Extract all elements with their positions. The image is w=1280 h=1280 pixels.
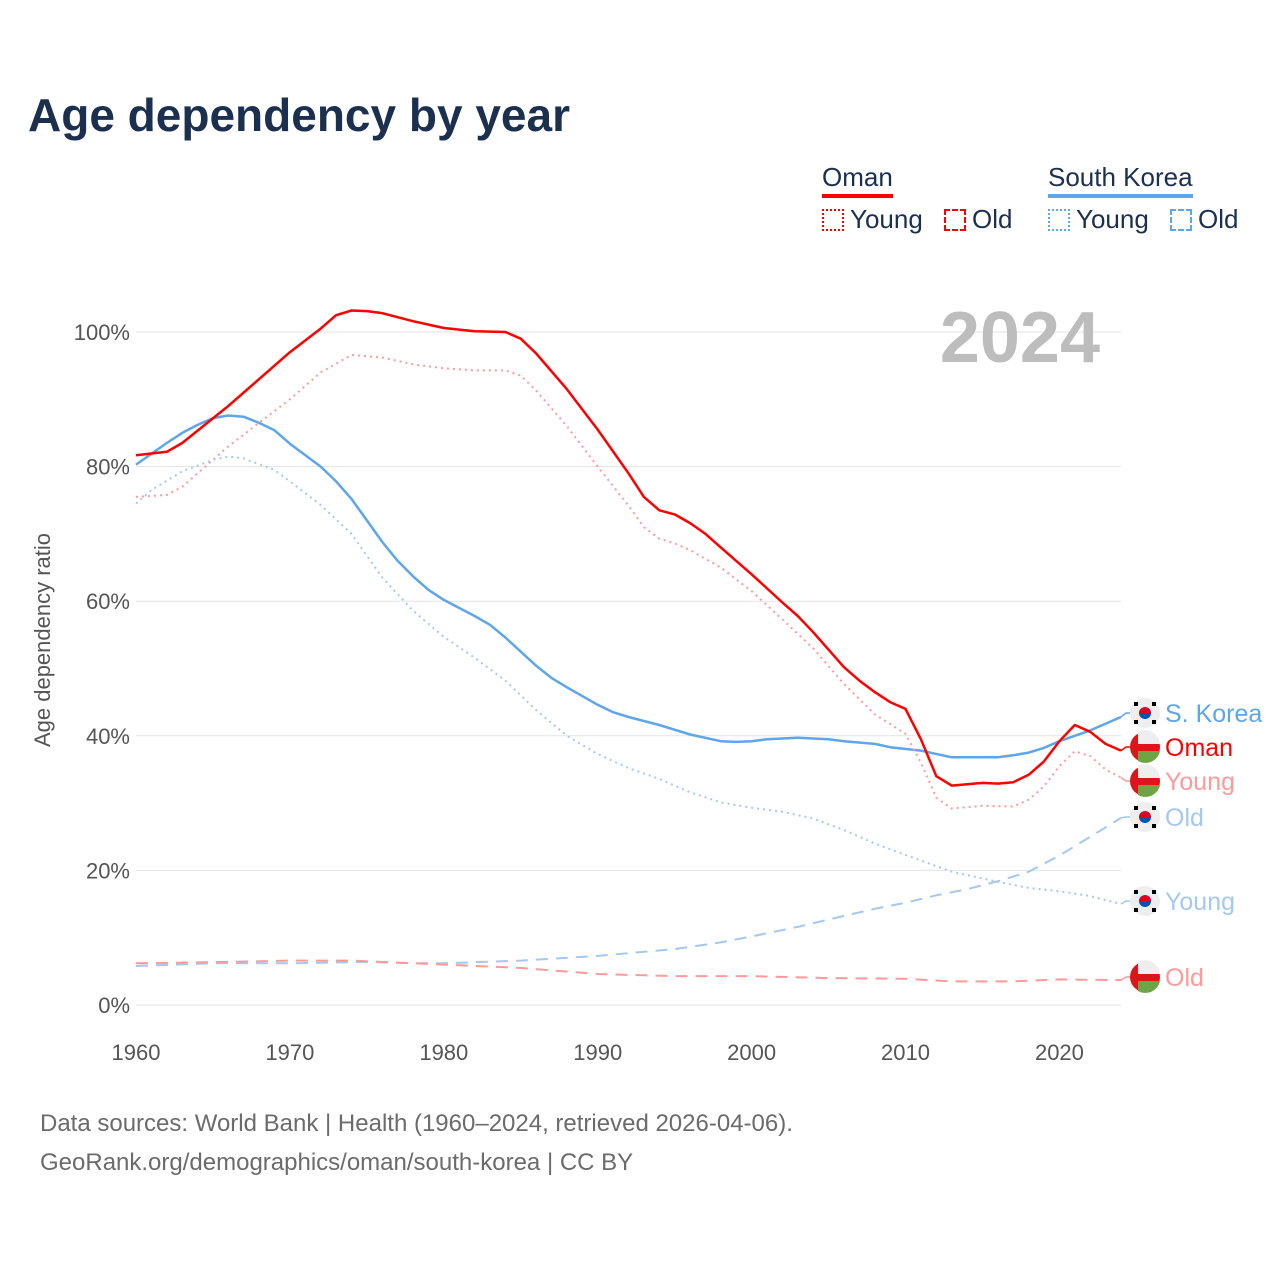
label-connector [1120,816,1130,819]
x-tick-label: 1990 [573,1040,622,1065]
x-tick-label: 2020 [1035,1040,1084,1065]
legend-title-oman: Oman [822,162,893,198]
x-tick-label: 2000 [727,1040,776,1065]
label-connector [1120,976,1130,981]
x-tick-label: 2010 [881,1040,930,1065]
label-connector [1120,746,1130,752]
series-end-label: Old [1165,804,1204,832]
series-line-oman-total[interactable] [135,309,1122,787]
x-tick-label: 1960 [112,1040,161,1065]
dashed-swatch-icon [944,209,967,231]
oman-flag-icon [1130,960,1160,993]
x-tick-label: 1970 [265,1040,314,1065]
footer-link[interactable]: GeoRank.org/demographics/oman/south-kore… [40,1149,634,1176]
legend-oman-items: Young Old [822,204,1013,235]
label-connector [1120,900,1130,905]
label-connector [1120,776,1130,782]
legend-korea-items: Young Old [1048,204,1239,235]
series-end-label: S. Korea [1165,700,1262,728]
oman-flag-icon [1130,764,1160,797]
oman-flag-icon [1130,730,1160,763]
y-tick-label: 0% [98,993,130,1018]
legend-title-korea: South Korea [1048,162,1193,198]
y-tick-label: 20% [86,858,130,883]
south-korea-flag-icon [1130,886,1160,916]
y-axis-label: Age dependency ratio [30,533,55,747]
y-tick-label: 80% [86,455,130,480]
legend-korea-young[interactable]: Young [1076,204,1149,234]
footer-sources: Data sources: World Bank | Health (1960–… [40,1110,793,1137]
y-tick-label: 40% [86,724,130,749]
series-end-label: Old [1165,964,1204,992]
year-watermark: 2024 [940,298,1100,378]
series-end-label: Oman [1165,734,1233,762]
y-tick-label: 60% [86,589,130,614]
legend-oman-old[interactable]: Old [972,204,1013,234]
label-connector [1120,712,1130,718]
legend-oman-young[interactable]: Young [850,204,923,234]
series-line-south-korea-young[interactable] [135,455,1122,905]
legend-korea-old[interactable]: Old [1198,204,1239,234]
series-end-label: Young [1165,768,1235,796]
legend-group-korea[interactable]: South Korea [1048,162,1193,198]
dashed-swatch-icon [1170,209,1193,231]
x-tick-label: 1980 [419,1040,468,1065]
legend-group-oman[interactable]: Oman [822,162,893,198]
series-end-label: Young [1165,888,1235,916]
south-korea-flag-icon [1130,802,1160,832]
chart-title: Age dependency by year [28,89,570,141]
series-line-oman-old[interactable] [135,959,1122,983]
dotted-swatch-icon [1048,209,1070,231]
south-korea-flag-icon [1130,698,1160,728]
series-line-south-korea-old[interactable] [135,817,1122,967]
dotted-swatch-icon [822,209,844,231]
y-tick-label: 100% [74,320,130,345]
series-line-oman-young[interactable] [135,353,1122,810]
